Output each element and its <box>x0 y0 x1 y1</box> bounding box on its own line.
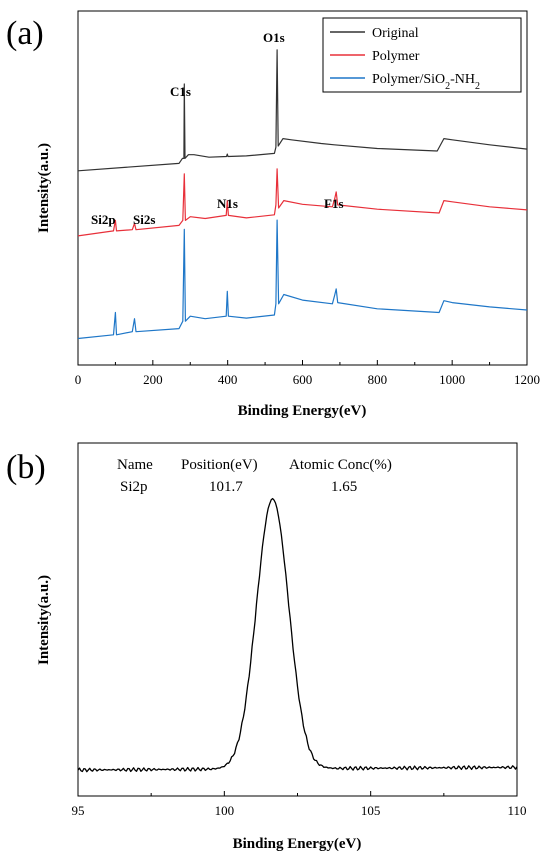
panel-b-label: (b) <box>6 449 46 486</box>
panel-b-x-tick-label: 95 <box>72 803 85 818</box>
panel-b-x-axis-title: Binding Energy(eV) <box>233 836 362 852</box>
panel-b-y-axis-title: Intensity(a.u.) <box>36 575 52 665</box>
peak-label-n1s: N1s <box>217 196 238 211</box>
panel-a-x-tick-label: 0 <box>75 372 82 387</box>
legend-label-polymer-sio2-nh2: Polymer/SiO2-NH2 <box>372 72 480 92</box>
panel-b-x-tick-label: 110 <box>507 803 526 818</box>
panel-b-x-tick-label: 105 <box>361 803 381 818</box>
peak-label-f1s: F1s <box>324 196 344 211</box>
series-line-original <box>77 49 528 172</box>
panel-a-x-tick-label: 200 <box>143 372 163 387</box>
si2p-spectrum-line <box>77 497 518 773</box>
peak-info-table: Name Position(eV) Atomic Conc(%) Si2p 10… <box>117 457 392 495</box>
panel-a-x-tick-label: 800 <box>368 372 388 387</box>
table-header-atomic-conc: Atomic Conc(%) <box>289 457 392 473</box>
panel-b-plot-frame <box>77 442 518 797</box>
peak-label-si2s: Si2s <box>133 212 155 227</box>
panel-b-x-tick-label: 100 <box>215 803 235 818</box>
table-cell-position: 101.7 <box>209 479 243 495</box>
panel-a-x-axis-title: Binding Energy(eV) <box>238 403 367 419</box>
series-line-polymer <box>77 168 528 237</box>
panel-b-x-axis: 95 100 105 110 <box>72 791 527 818</box>
panel-a-x-tick-label: 600 <box>293 372 313 387</box>
peak-label-si2p: Si2p <box>91 212 116 227</box>
panel-a-label: (a) <box>6 15 44 52</box>
peak-label-o1s: O1s <box>263 30 285 45</box>
panel-a-x-tick-label: 400 <box>218 372 238 387</box>
table-header-name: Name <box>117 457 153 473</box>
panel-b-series <box>77 497 518 773</box>
panel-a-legend: Original Polymer Polymer/SiO2-NH2 <box>322 17 522 93</box>
legend-label-polymer: Polymer <box>372 49 420 64</box>
panel-a: (a) 0 200 400 600 800 1000 1200 C1s O1s Si2p S… <box>6 10 540 419</box>
panel-a-series <box>77 49 528 340</box>
panel-a-x-axis: 0 200 400 600 800 1000 1200 <box>75 360 540 387</box>
peak-label-c1s: C1s <box>170 84 191 99</box>
table-cell-atomic-conc: 1.65 <box>331 479 357 495</box>
table-header-position: Position(eV) <box>181 457 258 473</box>
table-cell-name: Si2p <box>120 479 148 495</box>
panel-a-y-axis-title: Intensity(a.u.) <box>36 143 52 233</box>
panel-a-x-tick-label: 1200 <box>514 372 540 387</box>
panel-a-x-tick-label: 1000 <box>439 372 465 387</box>
series-line-polymer-sio2-nh2 <box>77 219 528 340</box>
legend-label-original: Original <box>372 26 419 41</box>
panel-b: (b) 95 100 105 110 Name Position(eV) Atomic… <box>6 442 527 852</box>
